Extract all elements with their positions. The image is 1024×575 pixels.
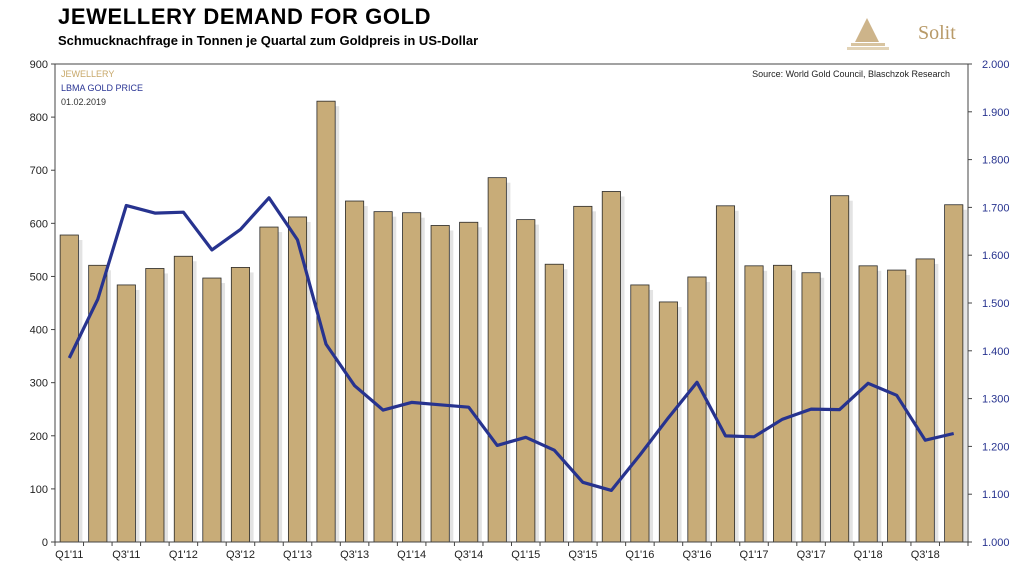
x-tick-label: Q1'11 [55, 549, 83, 561]
y-left-tick-label: 100 [30, 484, 48, 496]
gold-price-line [67, 196, 955, 492]
x-tick-label: Q3'13 [340, 549, 369, 561]
y-right-tick-label: 1.500 [982, 298, 1010, 310]
bar [773, 264, 793, 543]
axes-layer: 0 100 200 300 400 500 600 700 800 900 1.000 1.100 1.… [30, 59, 1010, 561]
x-tick-label: Q3'17 [797, 549, 826, 561]
x-tick-label: Q1'18 [854, 549, 883, 561]
y-right-tick-label: 1.200 [982, 441, 1010, 453]
x-tick-label: Q3'16 [682, 549, 711, 561]
y-left-tick-label: 800 [30, 112, 48, 124]
y-right-tick-label: 1.900 [982, 107, 1010, 119]
legend-gold-price: LBMA GOLD PRICE [61, 83, 144, 93]
legend-jewellery: JEWELLERY [61, 69, 115, 79]
bar [430, 225, 450, 543]
x-tick-label: Q3'14 [454, 549, 483, 561]
y-right-tick-label: 1.000 [982, 537, 1010, 549]
x-tick-label: Q1'14 [397, 549, 426, 561]
bar [858, 265, 878, 543]
x-tick-label: Q3'18 [911, 549, 940, 561]
y-left-tick-label: 700 [30, 165, 48, 177]
y-left-tick-label: 500 [30, 271, 48, 283]
bar [259, 226, 279, 543]
y-left-tick-label: 300 [30, 378, 48, 390]
bar [687, 276, 707, 543]
source-note: Source: World Gold Council, Blaschzok Re… [752, 69, 950, 79]
x-tick-label: Q3'15 [568, 549, 597, 561]
bar [173, 255, 193, 543]
x-tick-label: Q3'12 [226, 549, 255, 561]
bar [487, 177, 507, 543]
x-tick-label: Q1'13 [283, 549, 312, 561]
bar [915, 258, 935, 543]
logo-text: Solit [918, 22, 956, 44]
x-tick-label: Q1'16 [625, 549, 654, 561]
bar [202, 277, 222, 543]
bar [373, 211, 393, 543]
bar [830, 195, 850, 543]
bar [402, 212, 422, 543]
y-left-tick-label: 0 [42, 537, 48, 549]
y-right-tick-label: 1.800 [982, 155, 1010, 167]
y-left-tick-label: 900 [30, 59, 48, 71]
bar [116, 284, 136, 543]
bar [88, 264, 108, 543]
bar [573, 205, 593, 543]
bar [944, 204, 964, 543]
chart-title: JEWELLERY DEMAND FOR GOLD [58, 4, 432, 29]
bar [630, 284, 650, 543]
x-tick-label: Q3'11 [112, 549, 140, 561]
x-tick-label: Q1'15 [511, 549, 540, 561]
y-left-tick-label: 400 [30, 325, 48, 337]
bar [59, 234, 79, 543]
y-right-tick-label: 2.000 [982, 59, 1010, 71]
bar [715, 205, 736, 543]
y-right-tick-label: 1.100 [982, 489, 1010, 501]
bar [801, 272, 821, 543]
y-right-tick-label: 1.600 [982, 250, 1010, 262]
x-tick-label: Q1'12 [169, 549, 198, 561]
solit-logo-icon [847, 18, 889, 50]
bar [145, 268, 165, 543]
bar [744, 265, 764, 543]
bar [230, 267, 250, 543]
line-layer [67, 196, 955, 492]
legend-date: 01.02.2019 [61, 97, 107, 107]
y-right-tick-label: 1.700 [982, 202, 1010, 214]
y-right-tick-label: 1.400 [982, 346, 1010, 358]
bar [658, 301, 678, 543]
y-left-tick-label: 200 [30, 431, 48, 443]
y-right-tick-label: 1.300 [982, 394, 1010, 406]
bar [544, 263, 564, 543]
bar [516, 219, 536, 543]
bar [459, 221, 479, 543]
bar [345, 200, 365, 543]
chart-subtitle: Schmucknachfrage in Tonnen je Quartal zu… [58, 33, 479, 48]
y-left-tick-label: 600 [30, 218, 48, 230]
bars-layer [59, 100, 967, 543]
x-tick-label: Q1'17 [740, 549, 769, 561]
